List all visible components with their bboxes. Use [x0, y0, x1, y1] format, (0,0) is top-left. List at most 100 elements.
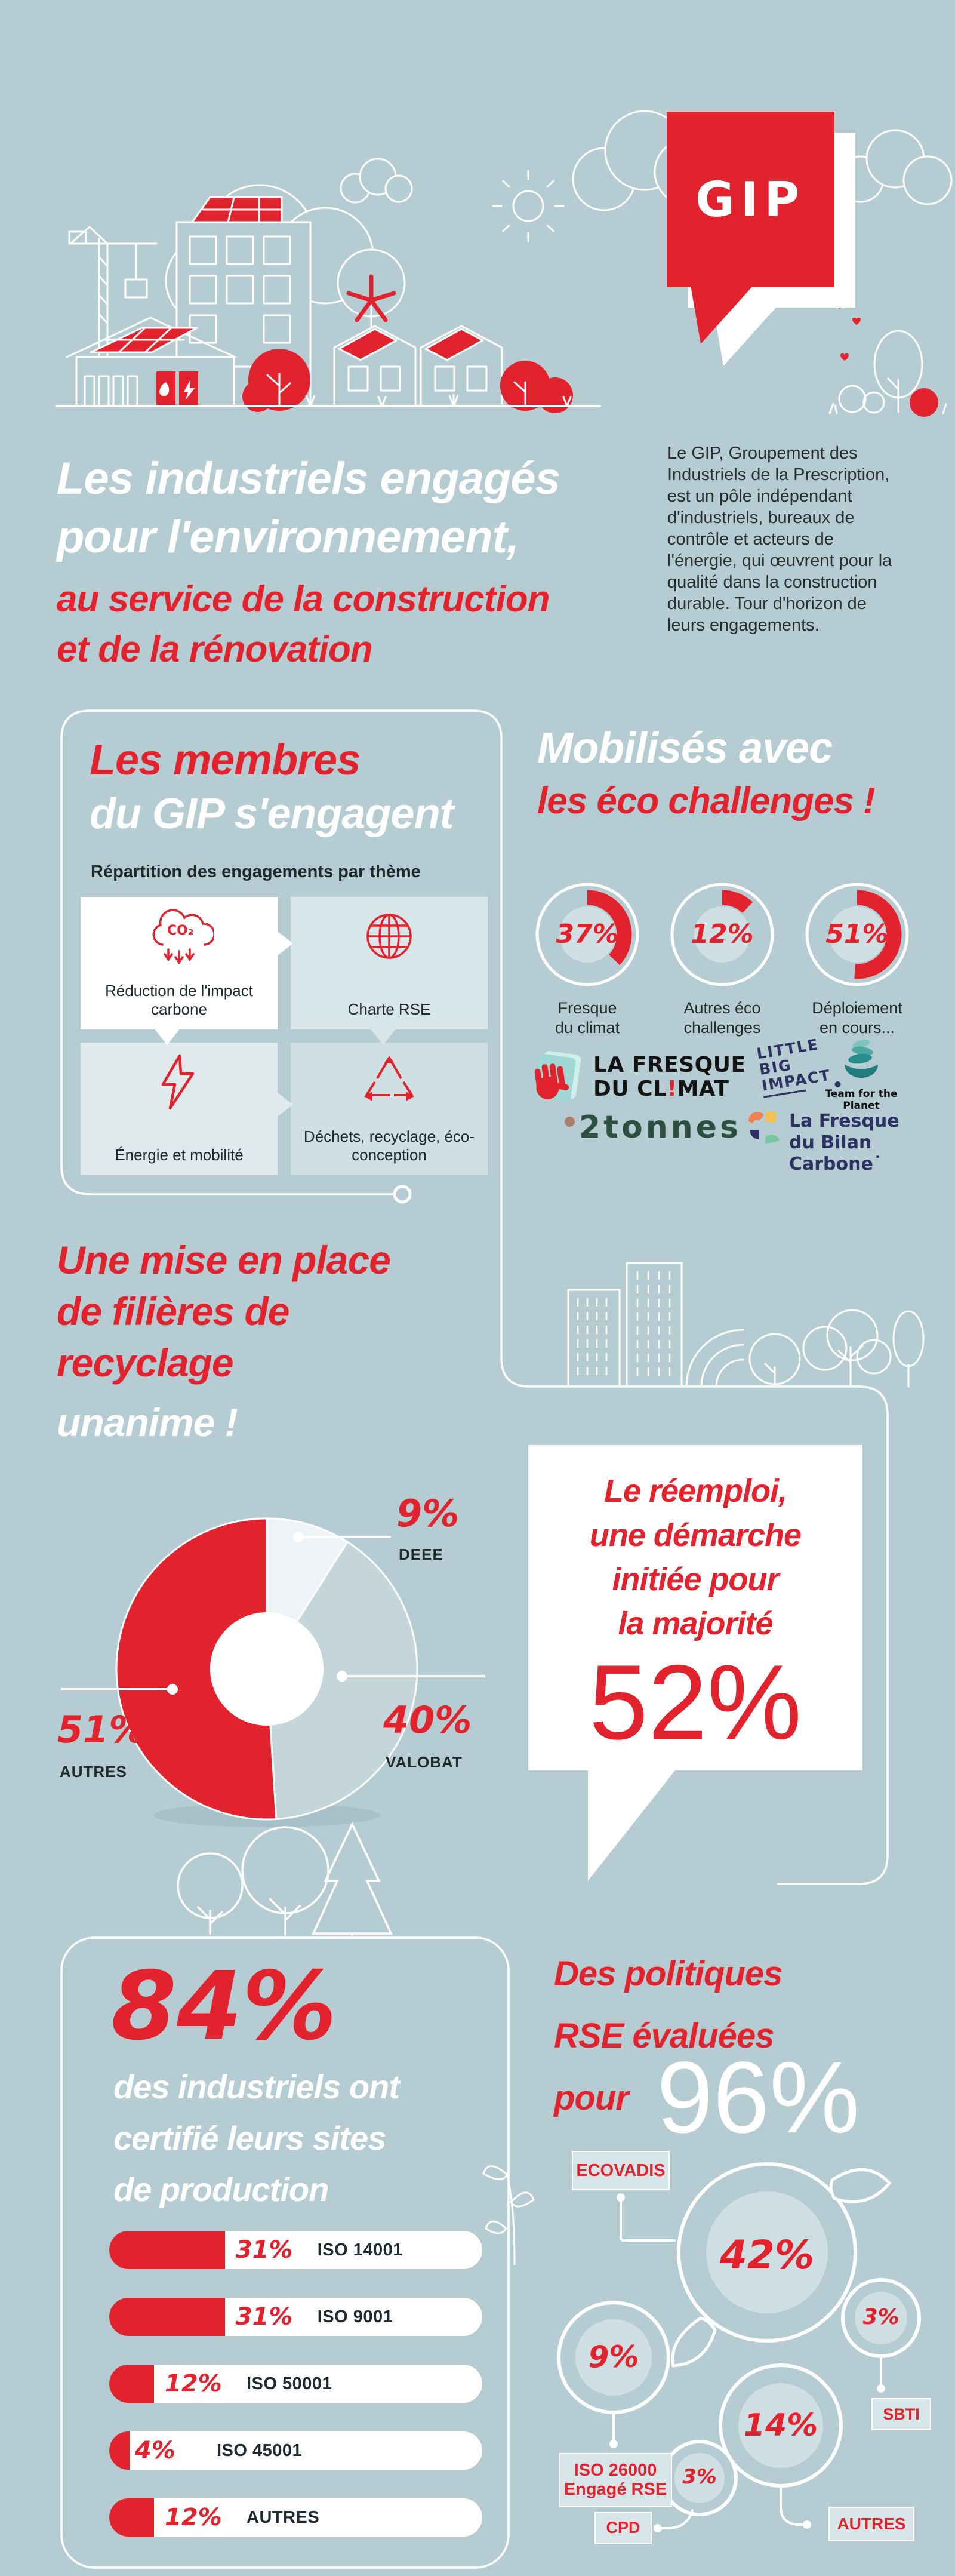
bar-value: 4%	[135, 2437, 175, 2464]
rse-big-value: 96%	[657, 2041, 860, 2154]
white-tree-icon	[828, 330, 947, 417]
bubble-ecovadis-ring	[677, 2162, 857, 2343]
donut-label: Autres éco challenges	[683, 999, 761, 1037]
red-tree-icon	[242, 349, 310, 412]
certification-line1: des industriels ont	[113, 2068, 400, 2105]
pie-leader-lines	[61, 1536, 485, 1690]
red-bush-icon	[500, 361, 573, 413]
sbti-tag: SBTI	[871, 2398, 931, 2430]
recycling-heading-line4: unanime !	[57, 1400, 238, 1444]
card-carbon-impact: CO₂ Réduction de l'impact carbone	[81, 897, 278, 1029]
bar-fill	[109, 2498, 154, 2537]
bar-label: ISO 9001	[317, 2307, 393, 2326]
pie-deee-value: 9%	[396, 1492, 460, 1535]
bar-iso-50001: 12% ISO 50001	[109, 2365, 482, 2403]
members-heading-line2: du GIP s'engagent	[90, 790, 454, 838]
fresque-bilan-carbone-wordmark: La Fresque du Bilan Carbone˙	[789, 1111, 899, 1175]
donut-label: Déploiement en cours...	[812, 999, 902, 1037]
skyline-illustration	[567, 1262, 925, 1388]
eco-heading-line1: Mobilisés avec	[537, 724, 833, 772]
park-trees-illustration	[177, 1821, 393, 1936]
hero-title-line1: Les industriels engagés	[57, 453, 560, 504]
bar-iso-9001: 31% ISO 9001	[109, 2298, 482, 2336]
crane-icon	[68, 226, 158, 407]
city-illustration	[56, 110, 953, 417]
card-tail	[278, 1093, 293, 1117]
flame-icon	[159, 382, 170, 396]
cpd-tag: CPD	[594, 2512, 652, 2544]
bubble-text-line3: initiée pour	[612, 1561, 779, 1597]
pie-valobat-value: 40%	[383, 1698, 472, 1742]
card-charte-rse: Charte RSE	[291, 897, 488, 1029]
pie-hole	[210, 1612, 324, 1726]
recycle-icon	[364, 1056, 414, 1101]
donut-label: Fresque du climat	[554, 999, 620, 1037]
hero-title-line4: et de la rénovation	[57, 629, 373, 670]
rse-heading-line2: RSE évaluées	[554, 2016, 774, 2055]
bar-label: ISO 14001	[317, 2240, 403, 2260]
card-label: Charte RSE	[347, 1000, 431, 1018]
bar-label: AUTRES	[247, 2508, 320, 2527]
rse-heading-line1: Des politiques	[554, 1954, 783, 1993]
globe-icon	[366, 914, 412, 959]
gip-logo: GIP	[667, 112, 855, 366]
bar-value: 31%	[235, 2303, 293, 2331]
donut-arc	[812, 890, 902, 979]
deux-tonnes-dot	[565, 1117, 575, 1127]
hero-title-line3: au service de la construction	[57, 579, 550, 620]
recycling-heading-line2: de filières de	[57, 1289, 290, 1333]
svg-text:CO₂: CO₂	[167, 923, 193, 938]
bar-fill	[109, 2231, 225, 2269]
leaf-top-icon	[829, 2168, 892, 2203]
bubble-text-line4: la majorité	[618, 1606, 773, 1641]
logo-square	[667, 112, 834, 287]
hero-intro-text: Le GIP, Groupement des Industriels de la…	[667, 444, 892, 635]
pie-autres-value: 51%	[57, 1708, 146, 1751]
hero-title-line2: pour l'environnement,	[57, 512, 519, 562]
donut-value: 37%	[556, 919, 619, 949]
team-for-the-planet-icon	[845, 1040, 878, 1078]
bar-value: 12%	[165, 2370, 222, 2397]
bar-fill	[109, 2298, 225, 2336]
ecovadis-tag: ECOVADIS	[572, 2151, 670, 2190]
card-dechets-recyclage: Déchets, recyclage, éco-conception	[291, 1043, 488, 1175]
card-label: Réduction de l'impact carbone	[105, 981, 253, 1018]
reemploi-value: 52%	[589, 1643, 802, 1762]
bubble-text-line1: Le réemploi,	[603, 1473, 787, 1509]
iso26000-tag: ISO 26000 Engagé RSE	[559, 2453, 672, 2507]
bubble-ecovadis-value: 42%	[720, 2232, 814, 2278]
members-heading-line1: Les membres	[90, 736, 361, 784]
donut-arc	[543, 890, 632, 979]
bar-value: 31%	[235, 2236, 293, 2264]
bar-iso-14001: 31% ISO 14001	[109, 2231, 482, 2269]
rse-bubble-cluster	[557, 2162, 921, 2532]
team-for-the-planet-wordmark: Team for the Planet	[825, 1088, 898, 1112]
logo-tail	[691, 285, 753, 344]
deux-tonnes-logo: 2tonnes	[565, 1109, 741, 1145]
donut-fresque-climat: 37%	[535, 882, 640, 987]
autres-tag: AUTRES	[828, 2507, 914, 2541]
ground-line	[56, 394, 601, 407]
donut-value: 51%	[825, 919, 889, 949]
donut-autres-eco: 12%	[670, 882, 775, 987]
bubble-cpd-value: 3%	[682, 2465, 717, 2489]
certification-big-value: 84%	[111, 1951, 337, 2061]
speech-bubble-tail	[588, 1767, 677, 1881]
recycling-pie-chart	[61, 1517, 485, 1827]
card-tail	[154, 1028, 180, 1045]
bar-label: ISO 50001	[247, 2374, 332, 2393]
leaf-sprig-icon	[482, 2165, 535, 2265]
certification-line2: certifié leurs sites	[113, 2119, 386, 2157]
lightning-icon	[161, 1054, 195, 1110]
bar-value: 12%	[165, 2504, 222, 2531]
bar-autres: 12% AUTRES	[109, 2498, 482, 2537]
donut-arc	[677, 890, 767, 979]
bubble-sbti-value: 3%	[862, 2305, 899, 2329]
bubble-text-line2: une démarche	[589, 1517, 802, 1553]
bubble-iso26000-value: 9%	[588, 2340, 639, 2374]
pie-deee-label: DEEE	[399, 1545, 443, 1563]
bolt-icon	[184, 380, 195, 400]
card-tail	[370, 1028, 396, 1045]
